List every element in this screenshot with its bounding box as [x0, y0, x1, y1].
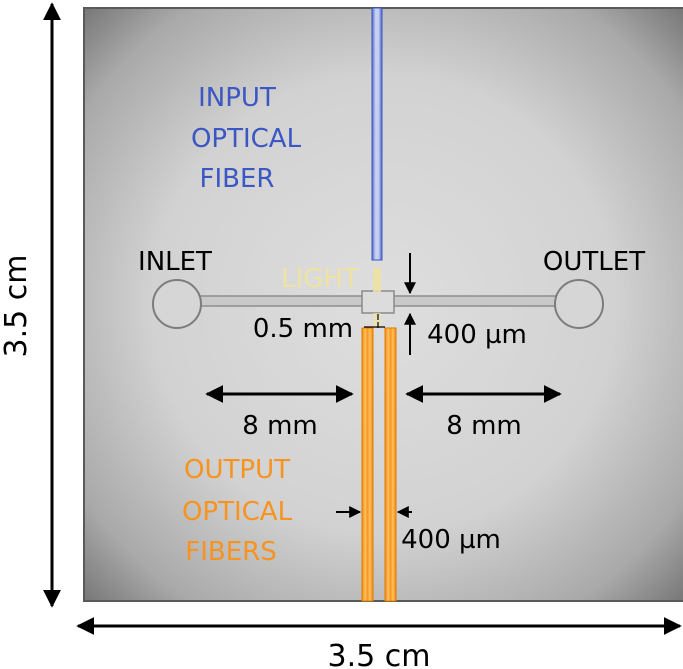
left-length-label: 8 mm	[242, 411, 317, 441]
height-label: 3.5 cm	[0, 255, 34, 358]
input-fiber-label-line-2: OPTICAL	[191, 124, 302, 154]
inlet-label: INLET	[138, 247, 212, 277]
gap-label: 0.5 mm	[253, 314, 353, 344]
inlet-port	[152, 279, 202, 329]
output-fibers-label-line-3: FIBERS	[185, 537, 276, 567]
input-optical-fiber	[371, 7, 383, 261]
right-length-label: 8 mm	[446, 411, 521, 441]
output-optical-fiber-left	[361, 327, 374, 602]
fiber-width-label: 400 µm	[401, 525, 501, 555]
light-label: LIGHT	[281, 264, 359, 294]
light-beam	[373, 268, 381, 292]
channel-width-label: 400 µm	[427, 320, 527, 350]
output-fibers-label-line-1: OUTPUT	[184, 455, 290, 485]
outlet-label: OUTLET	[543, 247, 645, 277]
input-fiber-label-line-3: FIBER	[200, 164, 275, 194]
output-optical-fiber-right	[384, 327, 397, 602]
light-beam-lower	[373, 313, 381, 327]
input-fiber-label-line-1: INPUT	[198, 83, 276, 113]
output-fibers-label-line-2: OPTICAL	[182, 497, 293, 527]
outlet-port	[554, 279, 604, 329]
detection-chamber	[361, 290, 395, 314]
width-label: 3.5 cm	[328, 639, 431, 669]
